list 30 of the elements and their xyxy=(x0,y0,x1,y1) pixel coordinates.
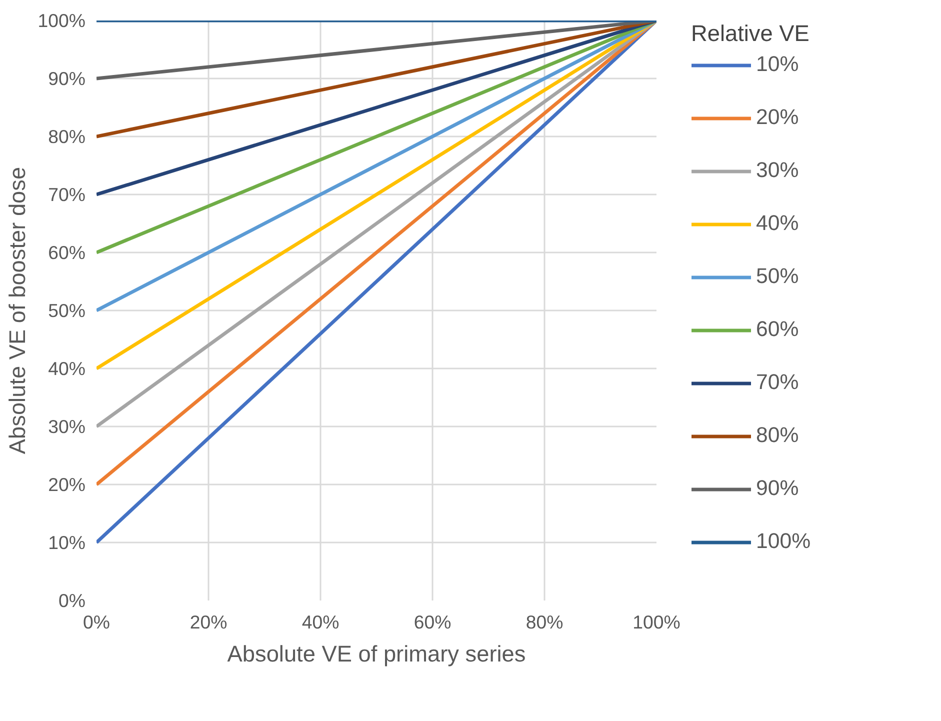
x-tick-label: 60% xyxy=(414,612,452,632)
x-tick-label: 20% xyxy=(190,612,228,632)
legend-label: 50% xyxy=(756,264,799,289)
y-tick-label: 100% xyxy=(38,10,86,31)
y-tick-label: 80% xyxy=(48,126,86,147)
legend-label: 40% xyxy=(756,211,799,236)
x-tick-label: 40% xyxy=(302,612,340,632)
y-tick-label: 60% xyxy=(48,242,86,263)
y-tick-label: 90% xyxy=(48,68,86,89)
legend-label: 100% xyxy=(756,529,811,554)
x-tick-label: 0% xyxy=(83,612,110,632)
y-tick-label: 50% xyxy=(48,300,86,321)
y-tick-label: 20% xyxy=(48,474,86,495)
legend-label: 60% xyxy=(756,317,799,342)
x-tick-label: 80% xyxy=(526,612,564,632)
legend-label: 20% xyxy=(756,105,799,130)
x-tick-label: 100% xyxy=(632,612,680,632)
legend-label: 30% xyxy=(756,158,799,183)
y-tick-label: 0% xyxy=(58,590,86,611)
y-tick-label: 70% xyxy=(48,184,86,205)
legend-label: 10% xyxy=(756,52,799,77)
y-tick-label: 10% xyxy=(48,532,86,553)
y-tick-label: 30% xyxy=(48,416,86,437)
legend-label: 70% xyxy=(756,370,799,395)
legend-label: 80% xyxy=(756,423,799,448)
legend-title: Relative VE xyxy=(691,20,810,47)
legend-label: 90% xyxy=(756,476,799,501)
x-axis-title: Absolute VE of primary series xyxy=(227,640,526,666)
y-axis-title: Absolute VE of booster dose xyxy=(4,166,30,454)
y-tick-label: 40% xyxy=(48,358,86,379)
